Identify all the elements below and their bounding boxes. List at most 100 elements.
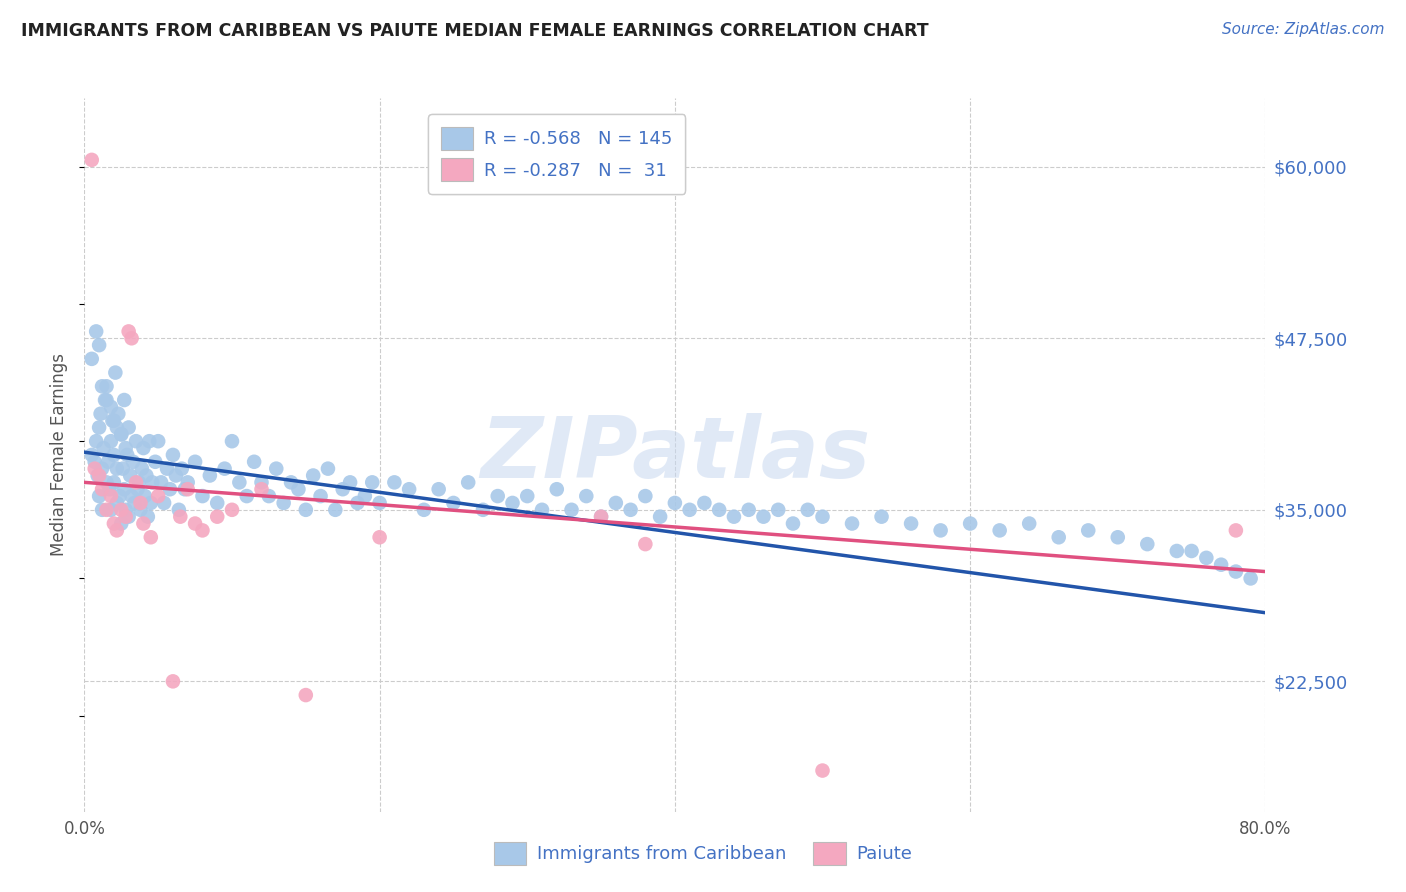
Point <box>560 503 583 517</box>
Point <box>100 400 122 414</box>
Point <box>648 509 672 524</box>
Text: IMMIGRANTS FROM CARIBBEAN VS PAIUTE MEDIAN FEMALE EARNINGS CORRELATION CHART: IMMIGRANTS FROM CARIBBEAN VS PAIUTE MEDI… <box>21 22 929 40</box>
Point <box>302 468 325 483</box>
Point <box>114 503 136 517</box>
Point <box>141 475 163 490</box>
Point <box>250 482 273 496</box>
Point <box>96 503 118 517</box>
Point <box>105 496 128 510</box>
Point <box>156 461 179 475</box>
Point <box>124 496 146 510</box>
Point <box>80 351 103 366</box>
Point <box>752 509 775 524</box>
Point <box>1225 524 1247 538</box>
Point <box>368 496 391 510</box>
Point <box>332 482 354 496</box>
Point <box>841 516 863 531</box>
Point <box>148 434 170 449</box>
Point <box>354 489 377 503</box>
Point <box>811 764 834 778</box>
Point <box>530 503 553 517</box>
Point <box>664 496 686 510</box>
Point <box>125 434 148 449</box>
Point <box>135 468 157 483</box>
Point <box>93 441 115 455</box>
Point <box>988 524 1011 538</box>
Point <box>287 482 309 496</box>
Point <box>103 414 125 428</box>
Point <box>591 509 613 524</box>
Point <box>86 468 108 483</box>
Point <box>83 455 105 469</box>
Point <box>100 503 122 517</box>
Point <box>139 496 162 510</box>
Point <box>198 468 221 483</box>
Point <box>273 496 295 510</box>
Point <box>1166 544 1188 558</box>
Point <box>162 448 184 462</box>
Point <box>127 482 149 496</box>
Point <box>148 489 170 503</box>
Point <box>143 455 166 469</box>
Point <box>103 448 125 462</box>
Point <box>221 434 243 449</box>
Point <box>257 489 280 503</box>
Point <box>83 461 105 475</box>
Point <box>96 475 118 490</box>
Point <box>280 475 302 490</box>
Point <box>165 468 187 483</box>
Point <box>427 482 450 496</box>
Point <box>228 475 250 490</box>
Point <box>91 461 114 475</box>
Point <box>346 496 368 510</box>
Legend: R = -0.568   N = 145, R = -0.287   N =  31: R = -0.568 N = 145, R = -0.287 N = 31 <box>429 114 685 194</box>
Point <box>121 489 143 503</box>
Point <box>382 475 406 490</box>
Point <box>129 496 152 510</box>
Point <box>167 503 190 517</box>
Point <box>768 503 790 517</box>
Point <box>89 468 111 483</box>
Point <box>516 489 538 503</box>
Point <box>191 489 214 503</box>
Point <box>159 482 181 496</box>
Point <box>243 455 266 469</box>
Point <box>125 475 148 490</box>
Point <box>110 516 132 531</box>
Point <box>782 516 804 531</box>
Point <box>118 325 141 339</box>
Point <box>1195 550 1218 565</box>
Point <box>91 503 114 517</box>
Point <box>84 325 107 339</box>
Point <box>339 475 361 490</box>
Point <box>101 414 124 428</box>
Point <box>591 509 613 524</box>
Legend: Immigrants from Caribbean, Paiute: Immigrants from Caribbean, Paiute <box>485 833 921 874</box>
Point <box>900 516 922 531</box>
Point <box>177 482 200 496</box>
Point <box>96 379 118 393</box>
Point <box>1018 516 1040 531</box>
Point <box>316 461 339 475</box>
Point <box>413 503 436 517</box>
Point <box>295 503 318 517</box>
Point <box>115 448 138 462</box>
Y-axis label: Median Female Earnings: Median Female Earnings <box>51 353 69 557</box>
Point <box>103 475 125 490</box>
Point <box>1240 571 1263 585</box>
Point <box>84 434 107 449</box>
Point <box>98 482 121 496</box>
Point <box>96 392 118 407</box>
Point <box>486 489 509 503</box>
Point <box>91 379 114 393</box>
Point <box>131 461 153 475</box>
Point <box>80 448 103 462</box>
Point <box>221 503 243 517</box>
Point <box>153 496 176 510</box>
Point <box>605 496 627 510</box>
Point <box>90 407 112 421</box>
Point <box>89 489 111 503</box>
Point <box>110 427 132 442</box>
Point <box>112 392 135 407</box>
Point <box>128 475 150 490</box>
